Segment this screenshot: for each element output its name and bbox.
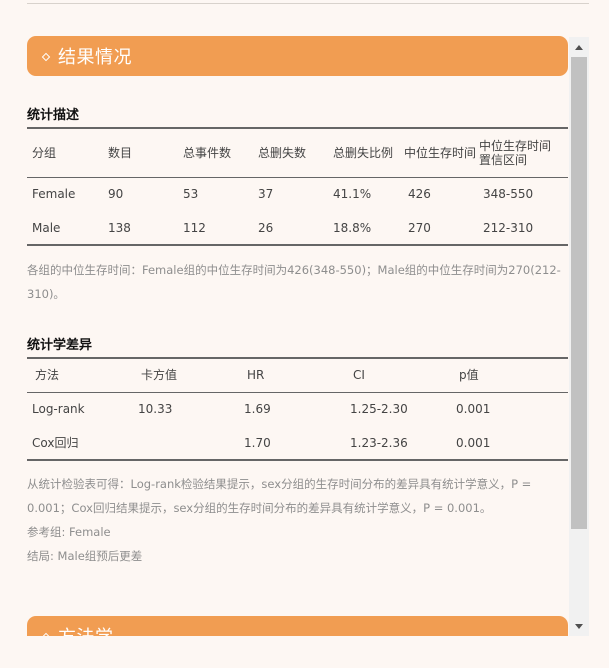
table-cell: 112 xyxy=(183,220,206,235)
table-cell: 138 xyxy=(108,220,131,235)
top-divider xyxy=(27,3,589,4)
column-header: 数目 xyxy=(108,145,133,160)
reference-group: 参考组: Female xyxy=(27,525,111,539)
significance-title: 统计学差异 xyxy=(27,338,93,353)
column-header: 方法 xyxy=(35,368,60,383)
descriptive-stats-title: 统计描述 xyxy=(27,108,80,123)
arrow-down-icon xyxy=(575,623,583,629)
significance-note: 从统计检验表可得：Log-rank检验结果提示，sex分组的生存时间分布的差异具… xyxy=(27,477,532,515)
median-survival-note: 各组的中位生存时间：Female组的中位生存时间为426(348-550)；Ma… xyxy=(27,263,561,301)
table-cell: 212-310 xyxy=(483,220,534,235)
table-cell: 1.25-2.30 xyxy=(350,402,408,417)
table-header-row: 分组 数目 总事件数 总删失数 总删失比例 中位生存时间 中位生存时间置信区间 xyxy=(27,128,568,177)
descriptive-stats-table: 分组 数目 总事件数 总删失数 总删失比例 中位生存时间 中位生存时间置信区间 … xyxy=(27,127,568,246)
table-cell: 37 xyxy=(258,187,274,202)
table-cell: 41.1% xyxy=(333,187,372,202)
column-header: 中位生存时间 xyxy=(404,145,477,160)
table-cell: Log-rank xyxy=(32,402,85,417)
table-cell: 90 xyxy=(108,187,124,202)
table-cell: 270 xyxy=(408,220,431,235)
column-header: CI xyxy=(353,368,365,383)
table-cell: Male xyxy=(32,220,61,235)
column-header: 中位生存时间置信区间 xyxy=(479,138,552,167)
column-header: 卡方值 xyxy=(141,368,178,383)
table-cell: 53 xyxy=(183,187,199,202)
table-header-row: 方法 卡方值 HR CI p值 xyxy=(27,358,568,392)
results-section-title: 结果情况 xyxy=(58,47,132,68)
table-cell: 348-550 xyxy=(483,187,534,202)
table-cell: 426 xyxy=(408,187,431,202)
table-cell xyxy=(133,426,239,460)
table-cell: 26 xyxy=(258,220,274,235)
significance-table: 方法 卡方值 HR CI p值 Log-rank 10.33 1.69 1.25… xyxy=(27,357,568,461)
vertical-scrollbar[interactable] xyxy=(569,37,589,636)
table-row: Female 90 53 37 41.1% 426 348-550 xyxy=(27,177,568,211)
table-cell: 10.33 xyxy=(138,402,173,417)
diamond-icon xyxy=(41,52,51,61)
table-row: Male 138 112 26 18.8% 270 212-310 xyxy=(27,211,568,245)
table-cell: 18.8% xyxy=(333,220,372,235)
table-cell: 1.23-2.36 xyxy=(350,435,408,450)
column-header: 总事件数 xyxy=(183,145,232,160)
arrow-up-icon xyxy=(575,44,583,50)
column-header: 总删失数 xyxy=(258,145,307,160)
methods-section-title: 方法学 xyxy=(58,623,114,636)
scroll-up-button[interactable] xyxy=(569,37,589,57)
table-cell: Female xyxy=(32,187,76,202)
table-cell: Cox回归 xyxy=(32,436,79,450)
diamond-icon xyxy=(41,632,51,636)
table-cell: 0.001 xyxy=(456,435,491,450)
table-row: Log-rank 10.33 1.69 1.25-2.30 0.001 xyxy=(27,392,568,426)
scroll-down-button[interactable] xyxy=(569,616,589,636)
table-cell: 0.001 xyxy=(456,402,491,417)
report-content[interactable]: 结果情况 统计描述 分组 数目 总事件数 总删失数 总删失比例 中位生存时间 中… xyxy=(27,36,569,636)
table-cell: 1.70 xyxy=(244,435,271,450)
table-row: Cox回归 1.70 1.23-2.36 0.001 xyxy=(27,426,568,460)
scrollbar-thumb[interactable] xyxy=(571,57,587,529)
column-header: HR xyxy=(247,368,265,383)
outcome-conclusion: 结局: Male组预后更差 xyxy=(27,549,143,563)
table-cell: 1.69 xyxy=(244,402,271,417)
column-header: 总删失比例 xyxy=(333,145,394,160)
column-header: p值 xyxy=(459,368,479,383)
column-header: 分组 xyxy=(32,145,57,160)
results-section-header[interactable]: 结果情况 xyxy=(27,36,568,76)
methods-section-header[interactable]: 方法学 xyxy=(27,616,568,636)
